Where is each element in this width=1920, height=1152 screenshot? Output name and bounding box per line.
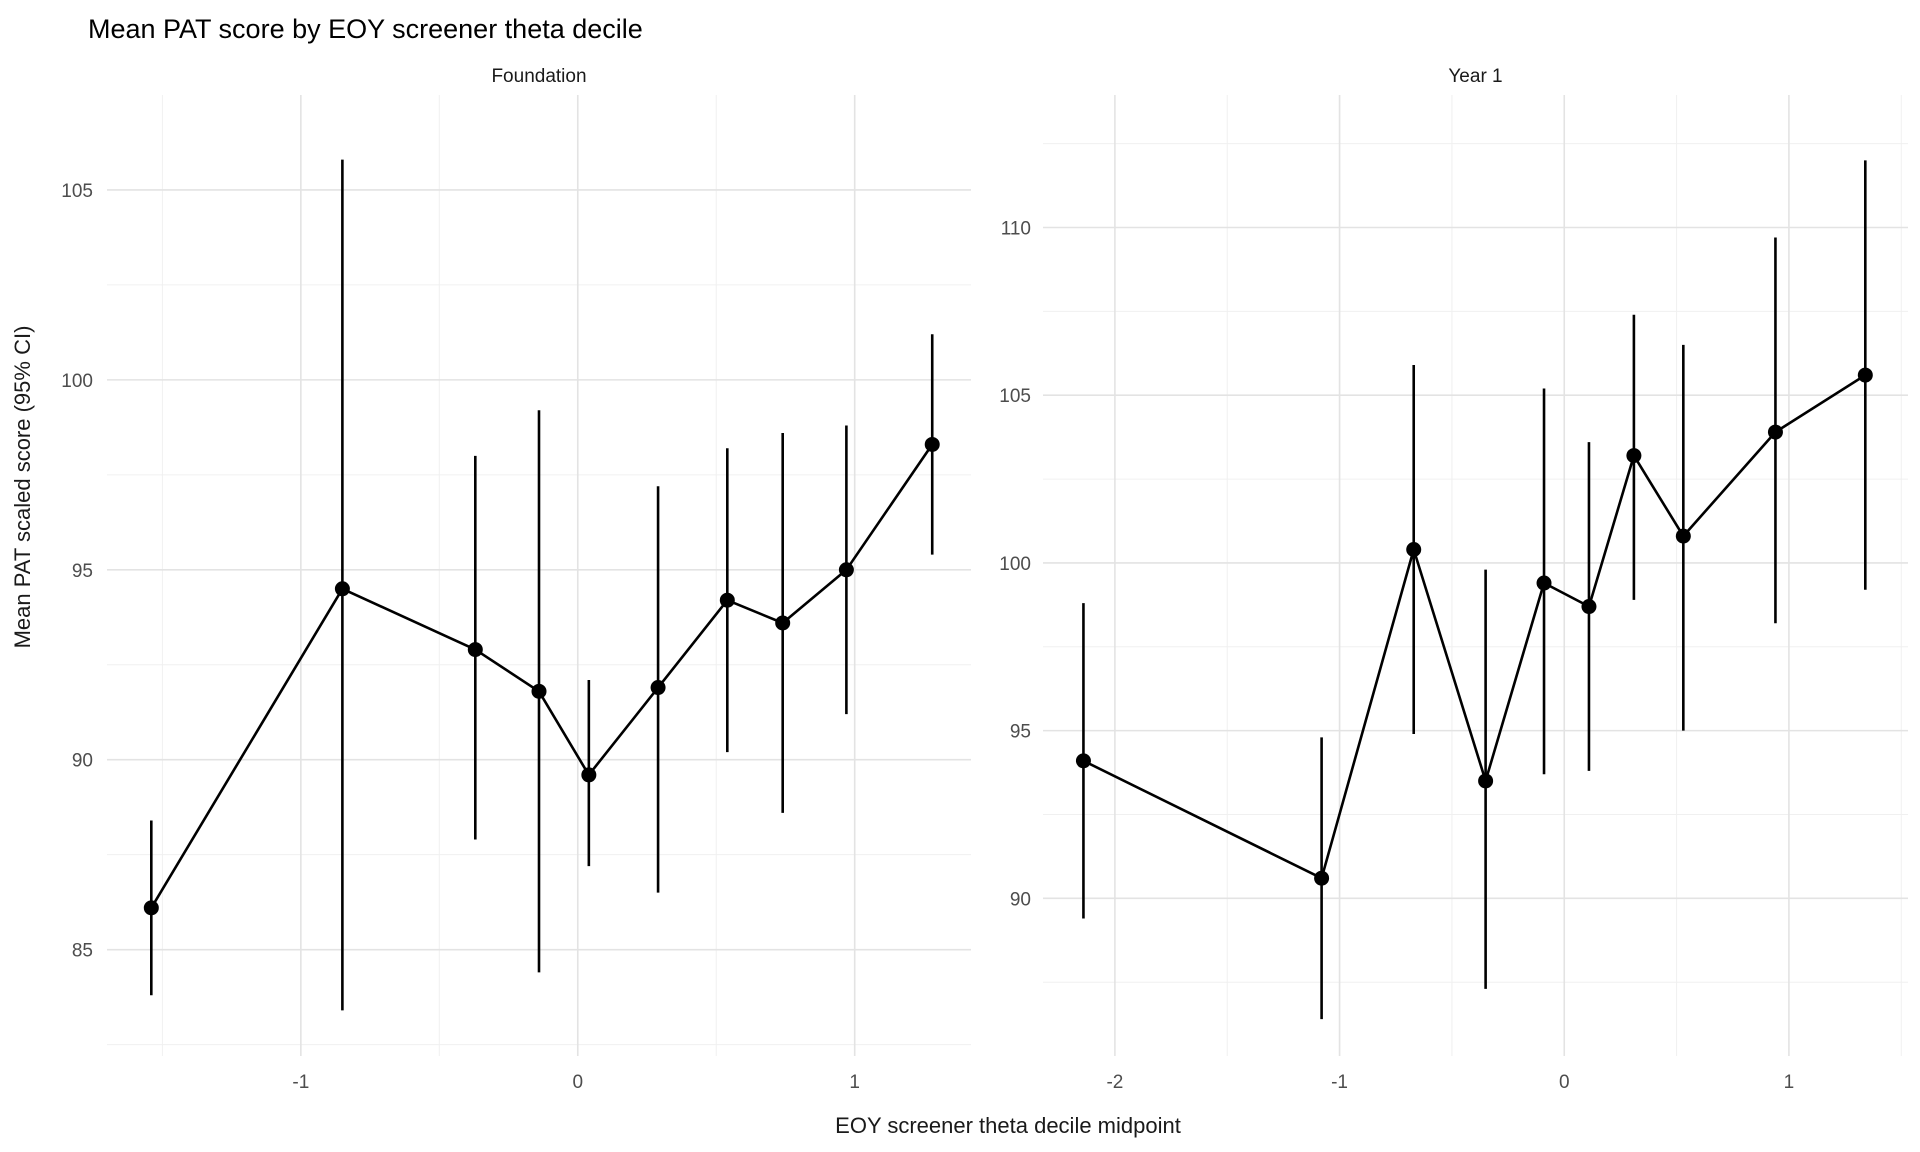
x-axis-tick-label: 0 xyxy=(1559,1072,1570,1093)
data-point xyxy=(1478,773,1494,789)
y-axis-tick-label: 90 xyxy=(1010,889,1031,910)
x-axis-tick-label: -1 xyxy=(292,1072,309,1093)
data-point xyxy=(143,900,159,916)
data-point xyxy=(1675,528,1691,544)
x-axis-tick-label: 1 xyxy=(1784,1072,1795,1093)
y-axis-tick-label: 105 xyxy=(61,181,93,202)
data-point xyxy=(334,581,350,597)
facet-panel-year-1: Year 1 110 105 100 95 90 -2 -1 0 1 xyxy=(999,66,1908,1093)
y-axis-tick-label: 95 xyxy=(72,561,93,582)
data-point xyxy=(1626,448,1642,464)
x-axis-tick-label: -2 xyxy=(1106,1072,1123,1093)
x-axis-title: EOY screener theta decile midpoint xyxy=(835,1113,1181,1138)
chart-title: Mean PAT score by EOY screener theta dec… xyxy=(88,14,643,44)
data-point xyxy=(1314,870,1330,886)
data-point xyxy=(1406,542,1422,558)
y-axis-title: Mean PAT scaled score (95% CI) xyxy=(10,326,35,649)
data-point xyxy=(1075,753,1091,769)
data-point xyxy=(467,642,483,658)
data-point xyxy=(838,562,854,578)
facet-panel-foundation: Foundation 105 100 95 90 85 -1 0 1 xyxy=(61,66,971,1093)
y-axis-tick-label: 85 xyxy=(72,941,93,962)
data-point xyxy=(1581,599,1597,615)
y-axis-tick-label: 95 xyxy=(1010,722,1031,743)
data-point xyxy=(1857,367,1873,383)
x-axis-tick-label: -1 xyxy=(1331,1072,1348,1093)
x-axis-tick-label: 1 xyxy=(849,1072,860,1093)
y-axis-tick-label: 110 xyxy=(1001,218,1031,239)
y-axis-tick-label: 90 xyxy=(72,751,93,772)
series-line xyxy=(1082,374,1866,880)
y-axis-tick-label: 100 xyxy=(61,371,93,392)
data-point xyxy=(1536,575,1552,591)
data-point xyxy=(719,592,735,608)
data-point xyxy=(775,615,791,631)
data-point xyxy=(531,683,547,699)
facet-strip-label: Year 1 xyxy=(1448,66,1502,87)
data-point xyxy=(924,436,940,452)
y-axis-tick-label: 100 xyxy=(999,554,1031,575)
x-axis-tick-label: 0 xyxy=(572,1072,583,1093)
data-point xyxy=(581,767,597,783)
series-line xyxy=(150,443,934,909)
facet-strip-label: Foundation xyxy=(491,66,586,87)
data-point xyxy=(1767,424,1783,440)
data-point xyxy=(650,680,666,696)
y-axis-tick-label: 105 xyxy=(999,386,1031,407)
